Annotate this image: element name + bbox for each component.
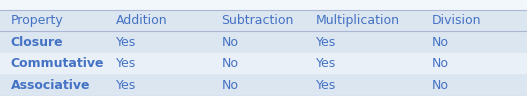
Text: Subtraction: Subtraction [221, 14, 294, 27]
Text: No: No [432, 36, 449, 48]
Text: Multiplication: Multiplication [316, 14, 400, 27]
Text: Yes: Yes [316, 79, 336, 92]
Text: No: No [432, 79, 449, 92]
Text: No: No [221, 79, 238, 92]
Text: Yes: Yes [116, 79, 136, 92]
Text: No: No [221, 36, 238, 48]
Text: Yes: Yes [316, 36, 336, 48]
Text: Closure: Closure [11, 36, 63, 48]
Text: Yes: Yes [316, 57, 336, 70]
Bar [0, 10, 527, 31]
Text: Yes: Yes [116, 57, 136, 70]
Text: No: No [432, 57, 449, 70]
Text: Yes: Yes [116, 36, 136, 48]
Bar [0, 31, 527, 53]
Text: Property: Property [11, 14, 63, 27]
Text: No: No [221, 57, 238, 70]
Text: Commutative: Commutative [11, 57, 104, 70]
Bar [0, 74, 527, 96]
Text: Associative: Associative [11, 79, 90, 92]
Text: Addition: Addition [116, 14, 168, 27]
Text: Division: Division [432, 14, 482, 27]
Bar [0, 53, 527, 74]
